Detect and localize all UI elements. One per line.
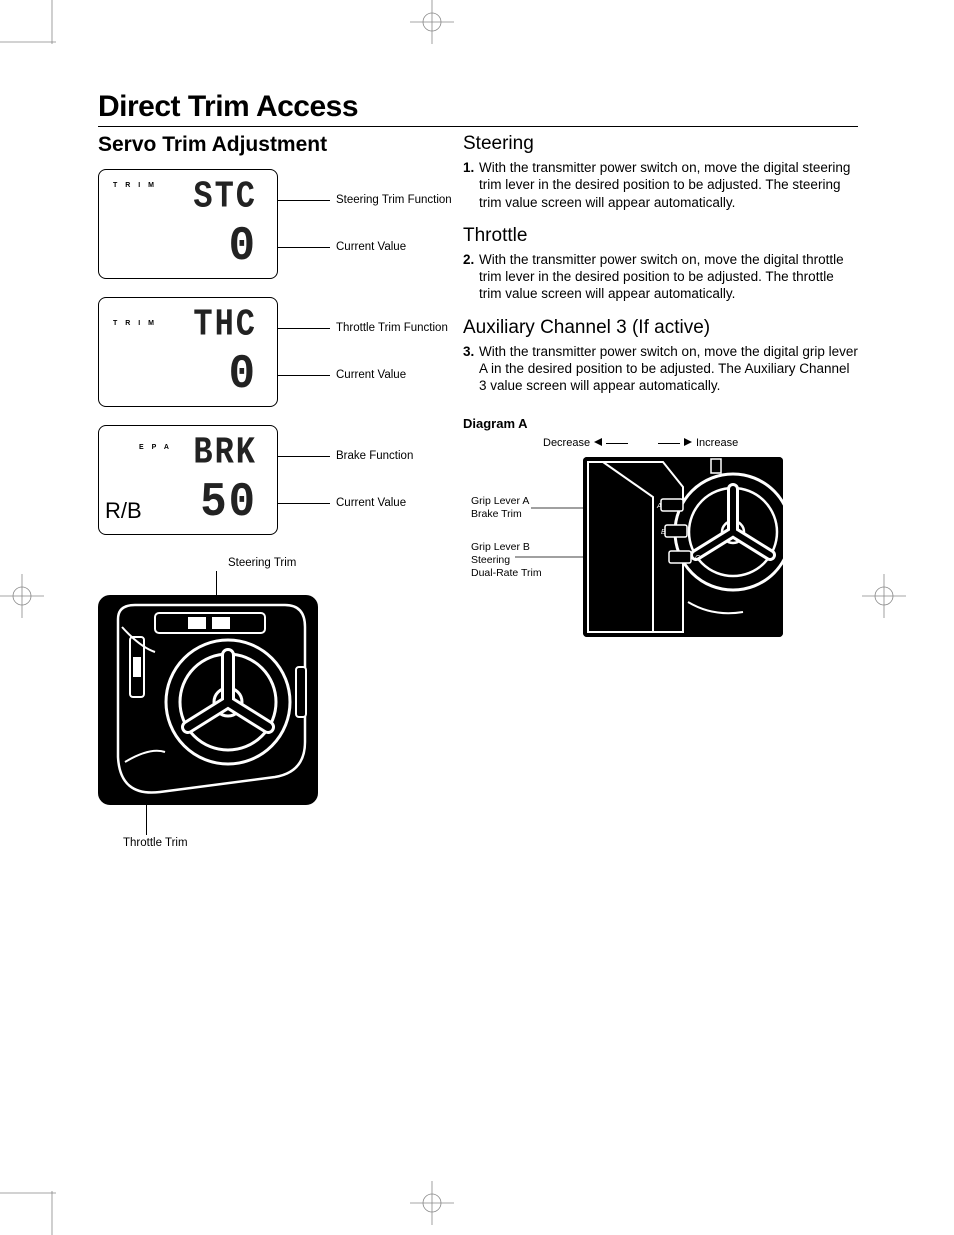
- heading-steering: Steering: [463, 133, 858, 155]
- crop-mark-tl-v: [44, 0, 60, 44]
- lcd-value: 0: [229, 220, 257, 275]
- label-decrease: Decrease: [543, 437, 628, 449]
- callout-label: Current Value: [336, 369, 406, 382]
- lcd-function-code: BRK: [193, 430, 257, 474]
- lcd-function-code: STC: [193, 174, 257, 218]
- lcd-rb-label: R/B: [105, 498, 142, 524]
- heading-aux3: Auxiliary Channel 3 (If active): [463, 317, 858, 339]
- servo-subtitle: Servo Trim Adjustment: [98, 133, 453, 157]
- label-steering-trim: Steering Trim: [228, 557, 296, 569]
- lcd-screen-brake: E P A BRK 50 R/B: [98, 425, 278, 535]
- callout-label: Steering Trim Function: [336, 194, 452, 207]
- grip-b-line1: Grip Lever B: [471, 541, 542, 554]
- lcd-screen-steering: T R I M STC 0: [98, 169, 278, 279]
- label-increase: Increase: [658, 437, 738, 449]
- lcd-screen-throttle: T R I M THC 0: [98, 297, 278, 407]
- callout-label: Current Value: [336, 241, 406, 254]
- grip-lever-a-label: Grip Lever A Brake Trim: [471, 495, 529, 520]
- grip-a-line1: Grip Lever A: [471, 495, 529, 508]
- decrease-text: Decrease: [543, 437, 590, 449]
- label-throttle-trim: Throttle Trim: [123, 837, 188, 849]
- step-number: 2.: [463, 251, 479, 303]
- leader-line: [146, 805, 147, 835]
- step-text: With the transmitter power switch on, mo…: [479, 159, 858, 211]
- callout-label: Throttle Trim Function: [336, 322, 448, 335]
- step-3: 3. With the transmitter power switch on,…: [463, 343, 858, 395]
- callout-steering-val: Current Value: [278, 241, 452, 254]
- step-text: With the transmitter power switch on, mo…: [479, 251, 858, 303]
- leader-line: [531, 501, 591, 515]
- arrow-right-icon: [684, 437, 692, 449]
- transmitter-diagram: Steering Trim: [98, 557, 453, 877]
- lcd-row-brake: E P A BRK 50 R/B Brake Function Current …: [98, 425, 453, 535]
- page-content: Direct Trim Access Servo Trim Adjustment…: [98, 90, 858, 877]
- leader-line: [216, 571, 217, 595]
- callout-steering-fn: Steering Trim Function: [278, 194, 452, 207]
- reg-mark-top: [410, 0, 454, 44]
- crop-mark-bl-v: [44, 1191, 60, 1235]
- lcd-value: 0: [229, 348, 257, 403]
- leader-line: [515, 555, 591, 569]
- callout-throttle-fn: Throttle Trim Function: [278, 322, 448, 335]
- step-number: 1.: [463, 159, 479, 211]
- lcd-row-steering: T R I M STC 0 Steering Trim Function Cur…: [98, 169, 453, 279]
- callout-brake-val: Current Value: [278, 497, 413, 510]
- lcd-tag: T R I M: [113, 182, 157, 189]
- grip-image: A B C: [583, 457, 783, 637]
- step-number: 3.: [463, 343, 479, 395]
- step-text: With the transmitter power switch on, mo…: [479, 343, 858, 395]
- reg-mark-left: [0, 574, 44, 618]
- grip-a-line2: Brake Trim: [471, 508, 529, 521]
- lcd-tag: E P A: [139, 444, 172, 451]
- callout-label: Current Value: [336, 497, 406, 510]
- reg-mark-right: [862, 574, 906, 618]
- callout-brake-fn: Brake Function: [278, 450, 413, 463]
- transmitter-image: [98, 595, 318, 805]
- lcd-function-code: THC: [193, 302, 257, 346]
- svg-text:B: B: [661, 529, 666, 536]
- arrow-left-icon: [594, 437, 602, 449]
- callout-throttle-val: Current Value: [278, 369, 448, 382]
- page-title: Direct Trim Access: [98, 90, 858, 127]
- reg-mark-bottom: [410, 1181, 454, 1225]
- step-1: 1. With the transmitter power switch on,…: [463, 159, 858, 211]
- increase-text: Increase: [696, 437, 738, 449]
- column-left: Servo Trim Adjustment T R I M STC 0 Stee…: [98, 133, 453, 877]
- lcd-tag: T R I M: [113, 320, 157, 327]
- diagram-a: Decrease Increase Grip Lever A Brake Tri…: [463, 437, 858, 667]
- lcd-row-throttle: T R I M THC 0 Throttle Trim Function Cur…: [98, 297, 453, 407]
- column-right: Steering 1. With the transmitter power s…: [463, 133, 858, 877]
- step-2: 2. With the transmitter power switch on,…: [463, 251, 858, 303]
- svg-text:A: A: [656, 503, 662, 510]
- lcd-value: 50: [200, 476, 257, 531]
- callout-label: Brake Function: [336, 450, 413, 463]
- heading-throttle: Throttle: [463, 225, 858, 247]
- diagram-a-title: Diagram A: [463, 416, 858, 431]
